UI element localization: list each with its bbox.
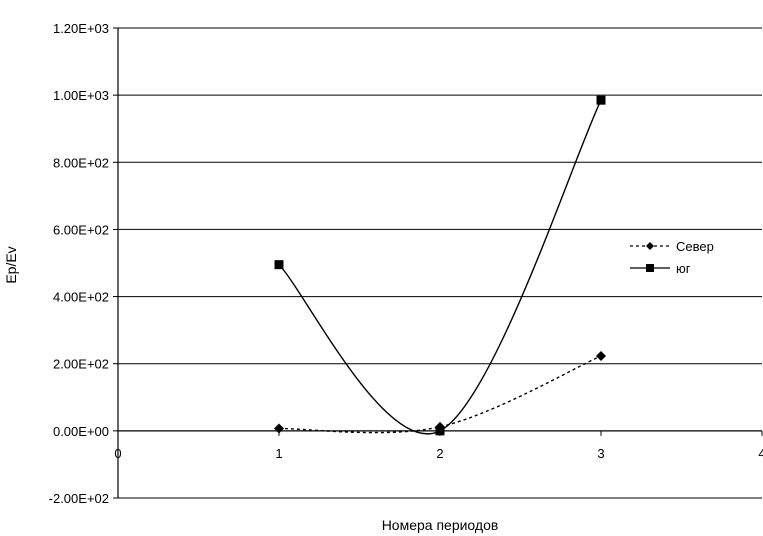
x-tick-label: 3 xyxy=(597,446,604,461)
x-tick-label: 1 xyxy=(275,446,282,461)
legend: Север юг xyxy=(623,232,723,278)
grid-lines xyxy=(118,27,762,499)
y-tick-label: 1.00E+03 xyxy=(53,88,109,103)
x-tick-labels: 0 1 2 3 4 xyxy=(114,446,763,461)
y-axis-label: Ep/Ev xyxy=(3,246,19,283)
legend-box xyxy=(623,232,723,278)
legend-marker-yug xyxy=(646,264,654,272)
data-point-square xyxy=(274,260,284,270)
series-line-0 xyxy=(278,355,602,434)
data-point-square xyxy=(435,426,445,436)
y-tick-label: 2.00E+02 xyxy=(53,357,109,372)
x-tick-label: 4 xyxy=(758,446,763,461)
y-tick-label: 4.00E+02 xyxy=(53,290,109,305)
x-axis-label: Номера периодов xyxy=(382,517,499,533)
data-point-diamond xyxy=(596,350,606,361)
y-tick-labels: -2.00E+02 0.00E+00 2.00E+02 4.00E+02 6.00E+0… xyxy=(49,21,109,506)
x-tick-label: 0 xyxy=(114,446,121,461)
y-tick-label: 6.00E+02 xyxy=(53,222,109,237)
series-line-1 xyxy=(278,99,602,435)
legend-label-yug: юг xyxy=(676,261,691,276)
y-tick-label: 0.00E+00 xyxy=(53,424,109,439)
x-tick-label: 2 xyxy=(436,446,443,461)
legend-label-sever: Север xyxy=(676,239,714,254)
series-layer xyxy=(274,95,606,436)
data-point-diamond xyxy=(274,423,284,434)
data-point-square xyxy=(596,95,606,105)
legend-marker-sever xyxy=(646,242,654,250)
y-tick-label: 8.00E+02 xyxy=(53,155,109,170)
y-tick-label: -2.00E+02 xyxy=(49,491,109,506)
y-tick-label: 1.20E+03 xyxy=(53,21,109,36)
